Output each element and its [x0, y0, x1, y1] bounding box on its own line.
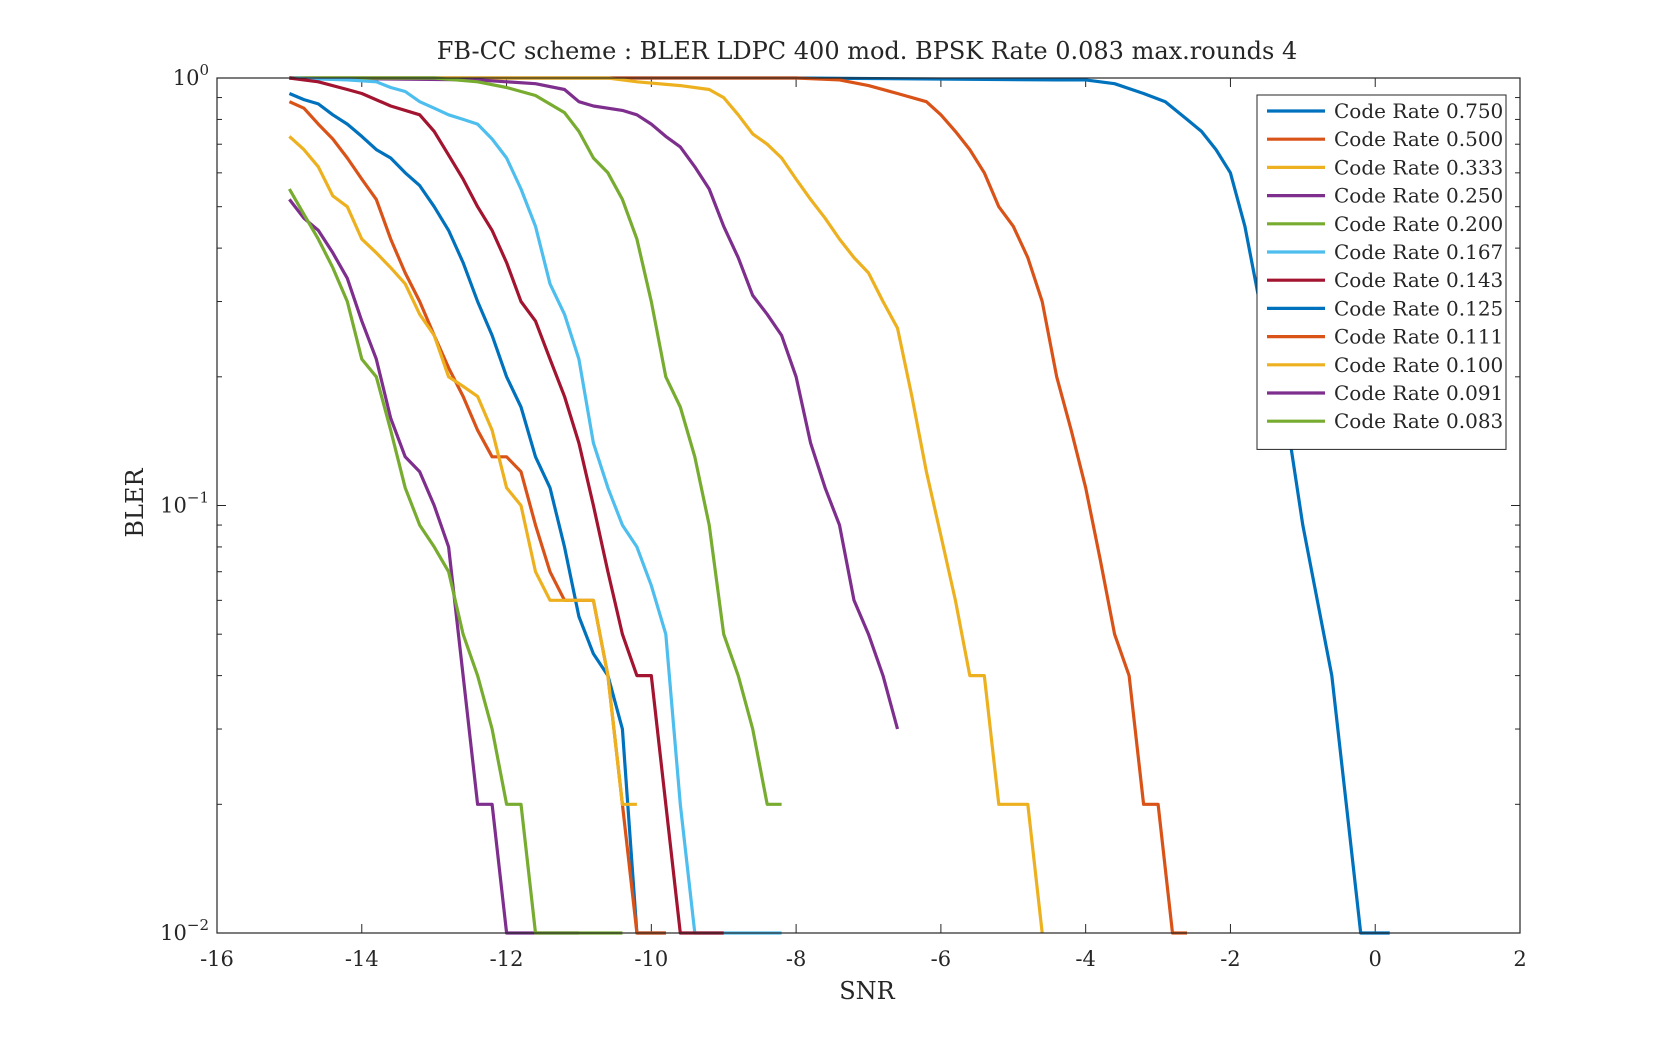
x-tick-label: -10 [634, 947, 668, 971]
y-tick-base: 10 [173, 66, 200, 90]
x-tick-label: -12 [490, 947, 524, 971]
series-line-3 [289, 76, 900, 730]
y-tick-exponent: −1 [187, 489, 209, 507]
y-tick-exponent: 0 [199, 61, 209, 79]
y-tick-base: 10 [160, 921, 187, 945]
legend-label: Code Rate 0.200 [1334, 212, 1503, 236]
chart-title: FB-CC scheme : BLER LDPC 400 mod. BPSK R… [437, 37, 1297, 65]
legend-label: Code Rate 0.500 [1334, 127, 1503, 151]
x-tick-label: -14 [345, 947, 379, 971]
legend-label: Code Rate 0.100 [1334, 353, 1503, 377]
y-tick-label: 10−2 [160, 916, 209, 945]
legend-label: Code Rate 0.083 [1334, 409, 1503, 433]
legend-label: Code Rate 0.750 [1334, 99, 1503, 123]
x-tick-label: -16 [200, 947, 234, 971]
y-tick-exponent: −2 [187, 916, 209, 934]
legend-label: Code Rate 0.167 [1334, 240, 1503, 264]
legend-label: Code Rate 0.111 [1334, 325, 1503, 349]
legend-label: Code Rate 0.143 [1334, 268, 1503, 292]
legend-label: Code Rate 0.091 [1334, 381, 1503, 405]
series-layer [288, 76, 1390, 935]
legend-label: Code Rate 0.250 [1334, 184, 1503, 208]
series-line-4 [289, 76, 782, 806]
series-line-7 [288, 92, 666, 935]
x-tick-label: -4 [1075, 947, 1095, 971]
x-tick-label: 2 [1513, 947, 1526, 971]
x-tick-label: -2 [1220, 947, 1240, 971]
legend-box [1256, 94, 1507, 450]
y-tick-label: 10−1 [160, 489, 209, 518]
x-tick-label: -6 [931, 947, 951, 971]
legend-label: Code Rate 0.125 [1334, 296, 1503, 320]
series-line-9 [288, 135, 637, 806]
legend-label: Code Rate 0.333 [1334, 155, 1503, 179]
x-tick-label: 0 [1369, 947, 1382, 971]
series-line-6 [289, 76, 724, 935]
y-tick-label: 100 [173, 61, 209, 90]
plot-area-frame [216, 77, 1521, 934]
legend: Code Rate 0.750 Code Rate 0.500 Code Rate … [1256, 94, 1507, 450]
series-line-1 [289, 76, 1187, 935]
y-tick-base: 10 [160, 494, 187, 518]
x-axis-title: SNR [839, 977, 895, 1005]
series-line-0 [289, 76, 1390, 935]
x-tick-label: -8 [786, 947, 806, 971]
series-line-2 [289, 76, 1044, 934]
y-axis-title: BLER [121, 467, 149, 537]
